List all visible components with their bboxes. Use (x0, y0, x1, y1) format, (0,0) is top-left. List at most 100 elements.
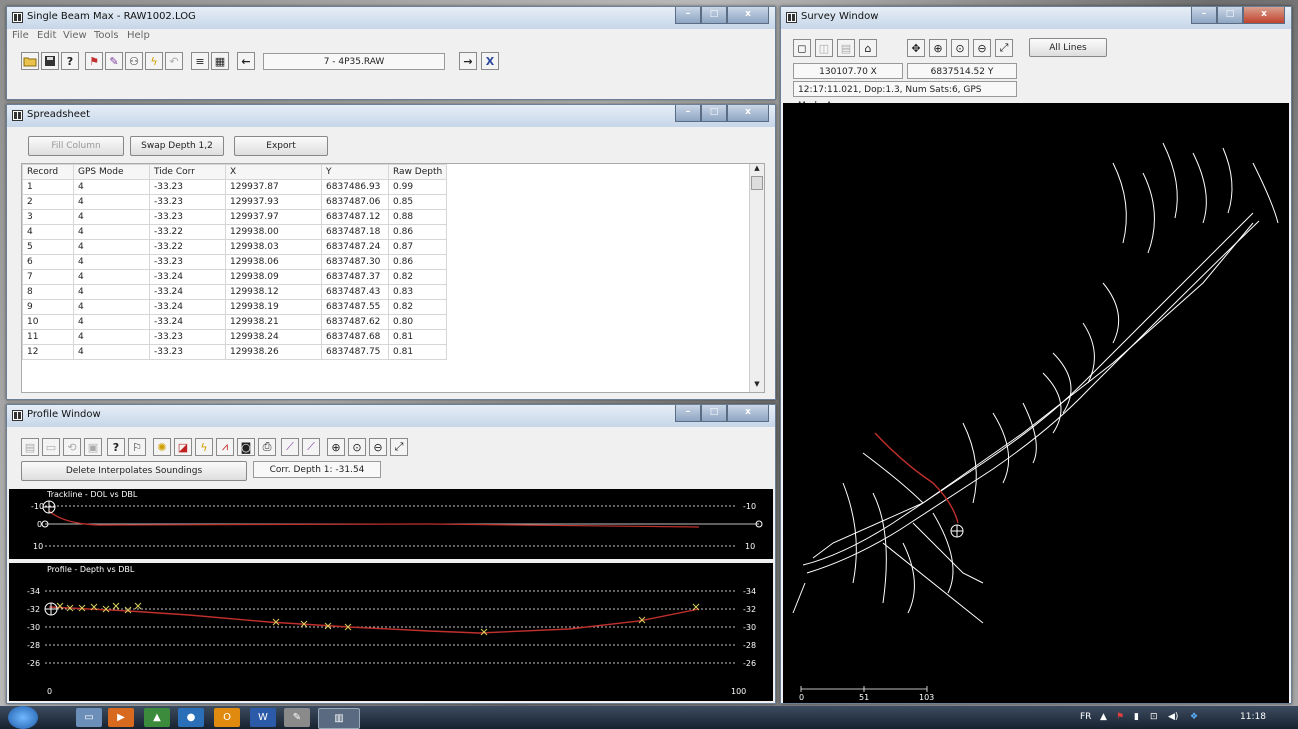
language-indicator[interactable]: FR (1080, 712, 1092, 722)
table-cell[interactable]: 1 (22, 179, 74, 195)
table-cell[interactable]: 129937.93 (225, 194, 322, 210)
column-header[interactable]: Tide Corr (149, 164, 226, 180)
zoom-out-icon[interactable]: ⊖ (973, 39, 991, 57)
binoculars-icon[interactable]: ⚇ (125, 52, 143, 70)
table-cell[interactable]: 129938.00 (225, 224, 322, 240)
column-header[interactable]: Y (321, 164, 389, 180)
browser-taskbar-icon[interactable]: ● (178, 708, 204, 727)
table-cell[interactable]: 0.80 (387, 314, 448, 330)
graph-icon[interactable]: ⩘ (216, 438, 234, 456)
table-cell[interactable]: -33.22 (149, 239, 226, 255)
lightning-icon[interactable]: ϟ (145, 52, 163, 70)
flag-tray-icon[interactable]: ⚑ (1116, 712, 1125, 722)
menu-file[interactable]: File (12, 30, 29, 41)
minimize-button[interactable]: – (675, 405, 701, 422)
table-cell[interactable]: 9 (22, 299, 74, 315)
close-button[interactable]: x (1243, 7, 1285, 24)
profile-help-icon[interactable]: ? (107, 438, 125, 456)
lightning-icon[interactable]: ϟ (195, 438, 213, 456)
table-cell[interactable]: -33.22 (149, 224, 226, 240)
table-cell[interactable]: 0.86 (387, 254, 448, 270)
table-cell[interactable]: 129938.21 (225, 314, 322, 330)
home-icon[interactable]: ⌂ (859, 39, 877, 57)
column-header[interactable]: GPS Mode (73, 164, 150, 180)
table-cell[interactable]: 4 (22, 224, 74, 240)
table-cell[interactable]: 0.85 (387, 194, 448, 210)
table-row[interactable]: 11 4 -33.23 129938.24 6837487.68 0.81 (22, 329, 448, 345)
menu-edit[interactable]: Edit (37, 30, 57, 41)
column-header[interactable]: X (225, 164, 322, 180)
window-tool-icon[interactable]: ◻ (793, 39, 811, 57)
table-cell[interactable]: 6837487.68 (321, 329, 389, 345)
table-cell[interactable]: 6837487.37 (321, 269, 389, 285)
grid-view-icon[interactable]: ▦ (211, 52, 229, 70)
export-button[interactable]: Export (234, 136, 328, 156)
table-cell[interactable]: 11 (22, 329, 74, 345)
table-cell[interactable]: 129938.09 (225, 269, 322, 285)
table-cell[interactable]: 0.82 (387, 269, 448, 285)
volume-tray-icon[interactable]: ◀) (1168, 712, 1179, 722)
table-cell[interactable]: 0.88 (387, 209, 448, 225)
clock[interactable]: 11:18 (1240, 712, 1266, 722)
profile-tool-2-icon[interactable]: ▭ (42, 438, 60, 456)
table-cell[interactable]: 12 (22, 344, 74, 360)
table-cell[interactable]: 6 (22, 254, 74, 270)
close-button[interactable]: x (727, 405, 769, 422)
table-cell[interactable]: 0.82 (387, 299, 448, 315)
main-window-titlebar[interactable]: Single Beam Max - RAW1002.LOG – □ x (7, 7, 775, 30)
table-cell[interactable]: 6837487.30 (321, 254, 389, 270)
minimize-button[interactable]: – (675, 7, 701, 24)
table-cell[interactable]: 129938.03 (225, 239, 322, 255)
table-cell[interactable]: 4 (73, 269, 150, 285)
table-cell[interactable]: 129938.06 (225, 254, 322, 270)
help-icon[interactable]: ? (61, 52, 79, 70)
maximize-button[interactable]: □ (701, 105, 727, 122)
table-cell[interactable]: 0.86 (387, 224, 448, 240)
network-tray-icon[interactable]: ⊡ (1150, 712, 1158, 722)
column-header[interactable]: Raw Depth (387, 164, 448, 180)
grid-scrollbar[interactable]: ▲ ▼ (749, 164, 764, 392)
maximize-button[interactable]: □ (701, 7, 727, 24)
table-row[interactable]: 4 4 -33.22 129938.00 6837487.18 0.86 (22, 224, 448, 240)
table-cell[interactable]: 4 (73, 284, 150, 300)
table-row[interactable]: 2 4 -33.23 129937.93 6837487.06 0.85 (22, 194, 448, 210)
table-cell[interactable]: 0.81 (387, 344, 448, 360)
profile-tool-3-icon[interactable]: ⟲ (63, 438, 81, 456)
table-cell[interactable]: 129938.26 (225, 344, 322, 360)
dropbox-tray-icon[interactable]: ❖ (1190, 712, 1199, 722)
table-row[interactable]: 5 4 -33.22 129938.03 6837487.24 0.87 (22, 239, 448, 255)
table-cell[interactable]: 6837487.43 (321, 284, 389, 300)
table-cell[interactable]: 6837487.06 (321, 194, 389, 210)
table-cell[interactable]: 4 (73, 344, 150, 360)
scroll-down-arrow-icon[interactable]: ▼ (754, 380, 760, 388)
previous-file-arrow-icon[interactable]: ← (237, 52, 255, 70)
maximize-button[interactable]: □ (701, 405, 727, 422)
scroll-up-arrow-icon[interactable]: ▲ (754, 164, 760, 172)
swap-depth-button[interactable]: Swap Depth 1,2 (130, 136, 224, 156)
camera-icon[interactable]: ◙ (237, 438, 255, 456)
table-cell[interactable]: 129938.12 (225, 284, 322, 300)
table-cell[interactable]: -33.24 (149, 269, 226, 285)
sun-icon[interactable]: ✺ (153, 438, 171, 456)
table-cell[interactable]: 0.81 (387, 329, 448, 345)
all-lines-button[interactable]: All Lines (1029, 38, 1107, 57)
table-cell[interactable]: 10 (22, 314, 74, 330)
delete-interpolates-button[interactable]: Delete Interpolates Soundings (21, 461, 247, 481)
table-cell[interactable]: 6837487.55 (321, 299, 389, 315)
zoom-out-icon[interactable]: ⊖ (369, 438, 387, 456)
zoom-in-icon[interactable]: ⊕ (327, 438, 345, 456)
table-cell[interactable]: 4 (73, 254, 150, 270)
table-cell[interactable]: -33.24 (149, 299, 226, 315)
close-button[interactable]: x (727, 105, 769, 122)
profile-titlebar[interactable]: Profile Window – □ x (7, 405, 775, 428)
table-cell[interactable]: 4 (73, 314, 150, 330)
media-player-taskbar-icon[interactable]: ▶ (108, 708, 134, 727)
table-cell[interactable]: 3 (22, 209, 74, 225)
zoom-icon[interactable]: ⊙ (951, 39, 969, 57)
word-taskbar-icon[interactable]: W (250, 708, 276, 727)
spreadsheet-titlebar[interactable]: Spreadsheet – □ x (7, 105, 775, 128)
table-cell[interactable]: 4 (73, 194, 150, 210)
table-row[interactable]: 7 4 -33.24 129938.09 6837487.37 0.82 (22, 269, 448, 285)
device-tray-icon[interactable]: ▮ (1134, 712, 1139, 722)
table-cell[interactable]: -33.23 (149, 179, 226, 195)
